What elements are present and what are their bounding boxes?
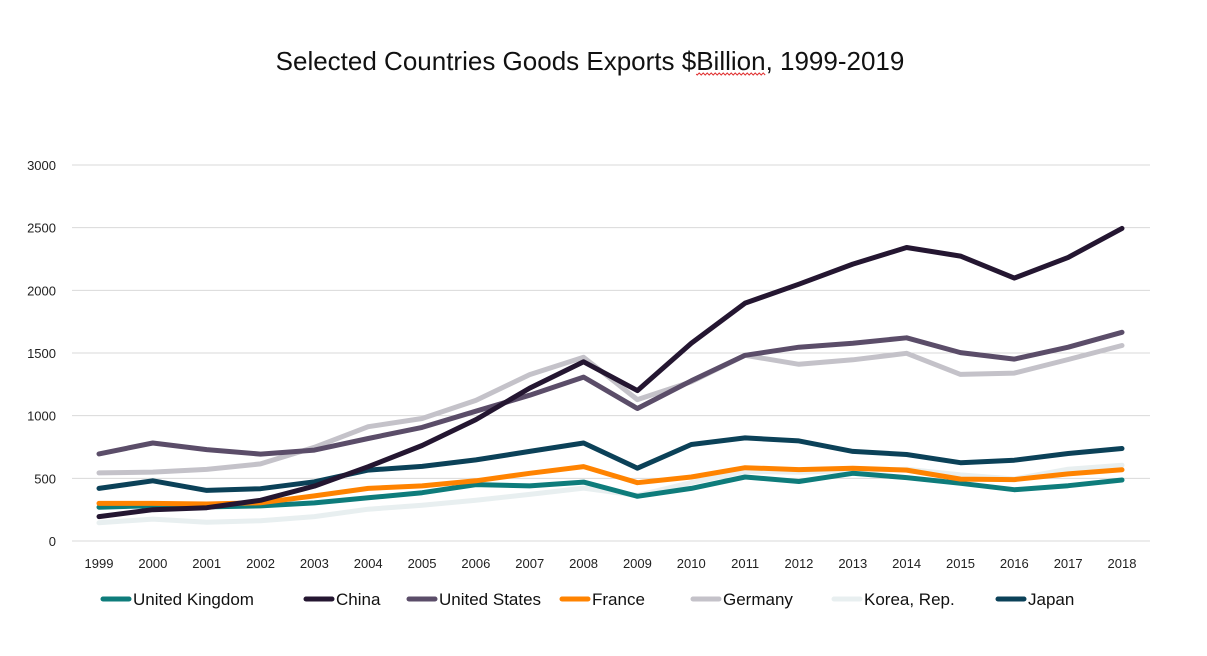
gridlines [72, 164, 1150, 542]
x-tick-label: 2011 [731, 556, 759, 571]
x-tick-label: 2003 [300, 556, 329, 571]
x-tick-label: 2007 [515, 556, 544, 571]
x-tick-label: 2001 [192, 556, 221, 571]
x-tick-label: 2005 [408, 556, 437, 571]
series-lines [96, 225, 1125, 526]
legend-label: France [592, 590, 645, 609]
x-tick-label: 2010 [677, 556, 706, 571]
x-tick-label: 2006 [461, 556, 490, 571]
series-line-china [96, 225, 1125, 520]
legend-item: Germany [690, 590, 793, 609]
x-tick-label: 2002 [246, 556, 275, 571]
y-tick-label: 1500 [27, 346, 56, 361]
x-tick-label: 2018 [1108, 556, 1137, 571]
x-tick-label: 2013 [838, 556, 867, 571]
legend-item: France [559, 590, 645, 609]
legend-item: United Kingdom [100, 590, 254, 609]
legend-label: China [336, 590, 381, 609]
series-line-japan [96, 435, 1125, 493]
x-tick-label: 2015 [946, 556, 975, 571]
x-tick-label: 2004 [354, 556, 383, 571]
legend-item: United States [406, 590, 541, 609]
series-line-united-states [96, 329, 1125, 457]
legend-label: Japan [1028, 590, 1074, 609]
legend-label: United States [439, 590, 541, 609]
y-tick-label: 500 [34, 471, 56, 486]
chart-title: Selected Countries Goods Exports $Billio… [276, 46, 905, 76]
legend-item: China [303, 590, 381, 609]
legend-label: Korea, Rep. [864, 590, 955, 609]
x-tick-label: 2000 [138, 556, 167, 571]
x-tick-label: 2016 [1000, 556, 1029, 571]
spellcheck-underline [695, 72, 766, 76]
legend-item: Japan [995, 590, 1074, 609]
x-tick-label: 2012 [784, 556, 813, 571]
legend-label: Germany [723, 590, 793, 609]
y-axis-ticks: 0 500 1000 1500 2000 2500 3000 [27, 158, 56, 549]
x-tick-label: 2009 [623, 556, 652, 571]
y-tick-label: 2500 [27, 221, 56, 236]
x-tick-label: 2017 [1054, 556, 1083, 571]
y-tick-label: 2000 [27, 283, 56, 298]
y-tick-label: 0 [49, 534, 56, 549]
x-tick-label: 2008 [569, 556, 598, 571]
x-tick-label: 1999 [85, 556, 114, 571]
series-line-united-kingdom [96, 470, 1125, 510]
y-tick-label: 3000 [27, 158, 56, 173]
y-tick-label: 1000 [27, 409, 56, 424]
legend-item: Korea, Rep. [831, 590, 955, 609]
legend-label: United Kingdom [133, 590, 254, 609]
x-tick-label: 2014 [892, 556, 921, 571]
series-line-france [96, 464, 1125, 507]
legend: United Kingdom China United States France Ge… [100, 590, 1074, 609]
x-axis-ticks: 1999 2000 2001 2002 2003 2004 2005 2006 2007 2008… [85, 556, 1137, 571]
